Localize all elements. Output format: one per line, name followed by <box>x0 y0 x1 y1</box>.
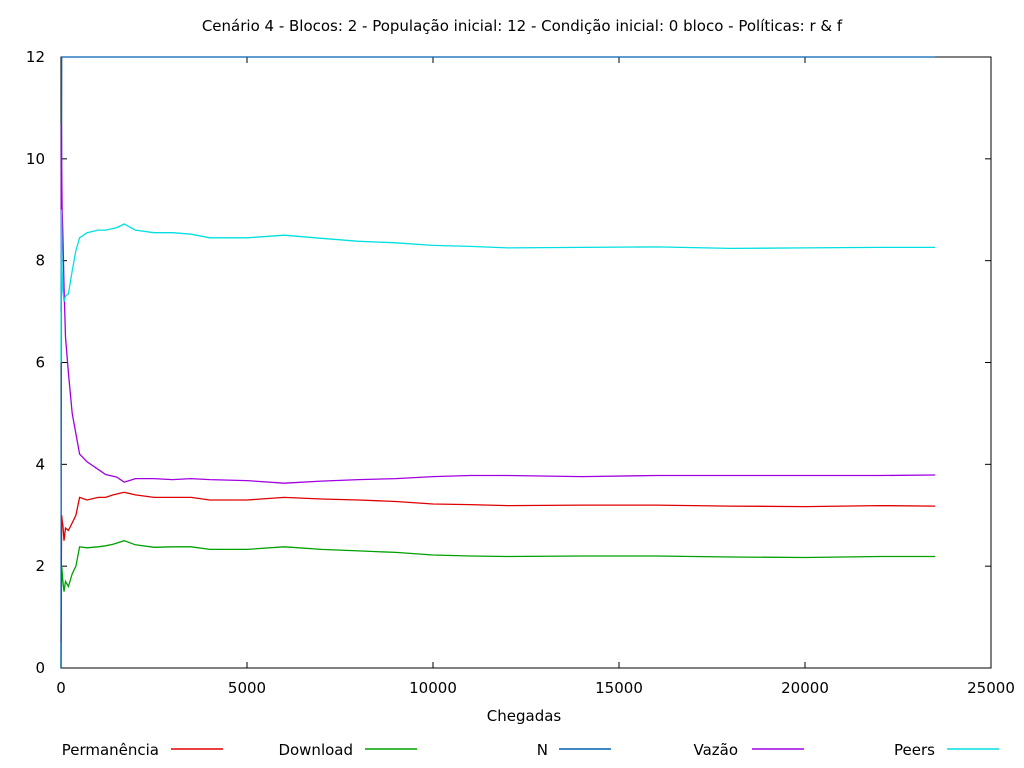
x-tick-label: 25000 <box>967 679 1015 697</box>
series-line-permanencia <box>60 491 936 643</box>
legend-item: Download <box>278 741 417 759</box>
x-axis-label: Chegadas <box>487 707 562 725</box>
x-tick-label: 10000 <box>409 679 457 697</box>
series-lines <box>60 56 936 669</box>
series-line-download <box>60 540 936 669</box>
series-line-peers <box>60 209 936 363</box>
y-tick-label: 4 <box>35 455 45 473</box>
chart-title: Cenário 4 - Blocos: 2 - População inicia… <box>202 17 843 35</box>
y-tick-label: 8 <box>35 252 45 270</box>
legend-item: N <box>537 741 611 759</box>
series-line-n <box>60 56 936 669</box>
series-line-vazao <box>60 123 936 484</box>
legend-label: Vazão <box>693 741 738 759</box>
axis-ticks: 0 5000 10000 15000 20000 25000 0 2 4 6 8 10 12 <box>26 48 1015 697</box>
y-tick-label: 10 <box>26 150 45 168</box>
y-tick-label: 12 <box>26 48 45 66</box>
x-tick-label: 0 <box>56 679 66 697</box>
legend-item: Permanência <box>62 741 223 759</box>
y-tick-label: 2 <box>35 557 45 575</box>
legend-item: Peers <box>894 741 999 759</box>
y-tick-label: 0 <box>35 659 45 677</box>
legend-label: N <box>537 741 548 759</box>
legend-label: Permanência <box>62 741 159 759</box>
legend-label: Download <box>278 741 353 759</box>
y-tick-label: 6 <box>35 354 45 372</box>
legend-label: Peers <box>894 741 935 759</box>
legend-item: Vazão <box>693 741 804 759</box>
legend: Permanência Download N Vazão Peers <box>62 741 999 759</box>
x-tick-label: 20000 <box>781 679 829 697</box>
plot-frame <box>60 56 992 669</box>
x-tick-label: 5000 <box>228 679 266 697</box>
x-tick-label: 15000 <box>595 679 643 697</box>
